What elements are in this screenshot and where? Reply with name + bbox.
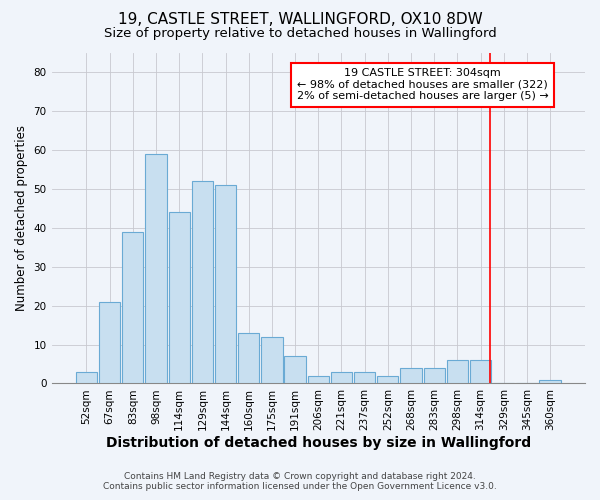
- Bar: [169, 212, 190, 384]
- Bar: [539, 380, 561, 384]
- X-axis label: Distribution of detached houses by size in Wallingford: Distribution of detached houses by size …: [106, 436, 531, 450]
- Bar: [331, 372, 352, 384]
- Text: 19, CASTLE STREET, WALLINGFORD, OX10 8DW: 19, CASTLE STREET, WALLINGFORD, OX10 8DW: [118, 12, 482, 28]
- Text: 19 CASTLE STREET: 304sqm
← 98% of detached houses are smaller (322)
2% of semi-d: 19 CASTLE STREET: 304sqm ← 98% of detach…: [297, 68, 548, 102]
- Bar: [76, 372, 97, 384]
- Text: Contains HM Land Registry data © Crown copyright and database right 2024.
Contai: Contains HM Land Registry data © Crown c…: [103, 472, 497, 491]
- Bar: [215, 185, 236, 384]
- Bar: [377, 376, 398, 384]
- Bar: [424, 368, 445, 384]
- Bar: [470, 360, 491, 384]
- Bar: [400, 368, 422, 384]
- Bar: [446, 360, 468, 384]
- Bar: [238, 333, 259, 384]
- Bar: [261, 336, 283, 384]
- Text: Size of property relative to detached houses in Wallingford: Size of property relative to detached ho…: [104, 28, 496, 40]
- Bar: [145, 154, 167, 384]
- Bar: [122, 232, 143, 384]
- Bar: [99, 302, 120, 384]
- Bar: [284, 356, 306, 384]
- Bar: [354, 372, 375, 384]
- Bar: [191, 181, 213, 384]
- Bar: [308, 376, 329, 384]
- Y-axis label: Number of detached properties: Number of detached properties: [15, 125, 28, 311]
